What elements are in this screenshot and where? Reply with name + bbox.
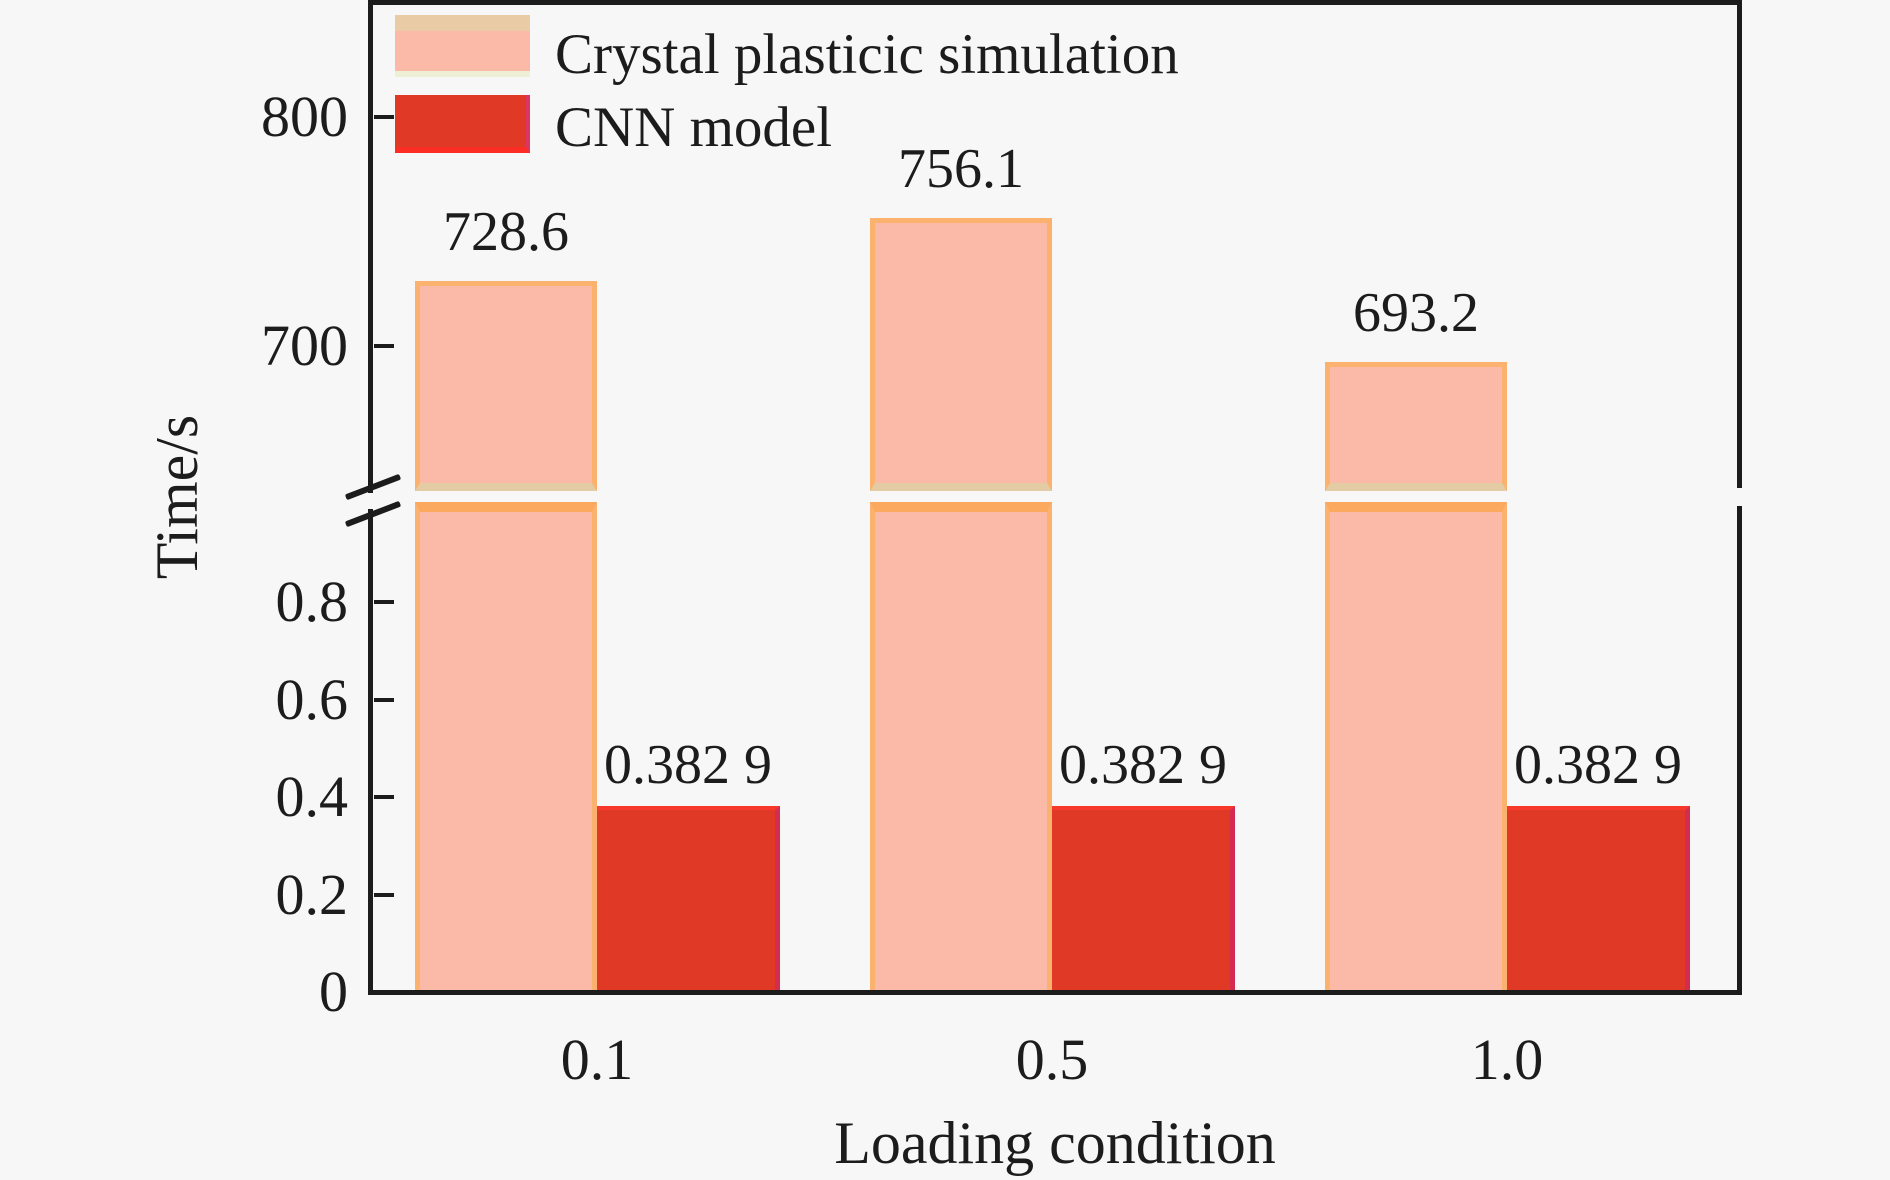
value-label-sim-1: 756.1 <box>898 138 1024 200</box>
bar-cnn-2 <box>1507 806 1690 990</box>
y-tick-label: 0.2 <box>275 862 349 927</box>
value-label-cnn-0: 0.382 9 <box>604 734 772 796</box>
x-tick-label-1: 0.5 <box>1015 1027 1089 1092</box>
left-spine-break-gap <box>362 493 382 509</box>
legend-label-crystal-plasticity: Crystal plasticic simulation <box>555 23 1179 86</box>
y-tick-label: 800 <box>261 84 348 149</box>
value-label-sim-2: 693.2 <box>1353 282 1479 344</box>
y-tick-mark <box>374 698 394 702</box>
legend-swatch-crystal-plasticity <box>395 15 530 77</box>
y-tick-label: 0.8 <box>275 569 349 634</box>
x-tick-label-0: 0.1 <box>560 1027 634 1092</box>
value-label-sim-0: 728.6 <box>443 201 569 263</box>
bar-sim-lower-0 <box>415 502 597 990</box>
y-tick-label: 0 <box>319 959 348 1024</box>
y-tick-label: 0.6 <box>275 667 349 732</box>
y-tick-mark <box>374 795 394 799</box>
y-tick-mark <box>374 344 394 348</box>
y-tick-mark <box>374 893 394 897</box>
y-tick-mark <box>374 115 394 119</box>
bar-sim-upper-2 <box>1325 362 1507 491</box>
value-label-cnn-1: 0.382 9 <box>1059 734 1227 796</box>
bar-sim-upper-1 <box>870 218 1052 491</box>
x-tick-label-2: 1.0 <box>1470 1027 1544 1092</box>
y-tick-label: 700 <box>261 313 348 378</box>
x-axis-title: Loading condition <box>834 1110 1276 1176</box>
y-tick-mark <box>374 600 394 604</box>
bar-sim-lower-1 <box>870 502 1052 990</box>
value-label-cnn-2: 0.382 9 <box>1514 734 1682 796</box>
bar-cnn-0 <box>597 806 780 990</box>
y-tick-label: 0.4 <box>275 764 349 829</box>
bar-sim-upper-0 <box>415 281 597 491</box>
right-spine-break-gap <box>1731 488 1749 506</box>
bar-sim-lower-2 <box>1325 502 1507 990</box>
legend-label-cnn-model: CNN model <box>555 96 833 159</box>
y-axis-title: Time/s <box>144 414 210 580</box>
bar-cnn-1 <box>1052 806 1235 990</box>
legend-swatch-cnn-model <box>395 95 530 153</box>
